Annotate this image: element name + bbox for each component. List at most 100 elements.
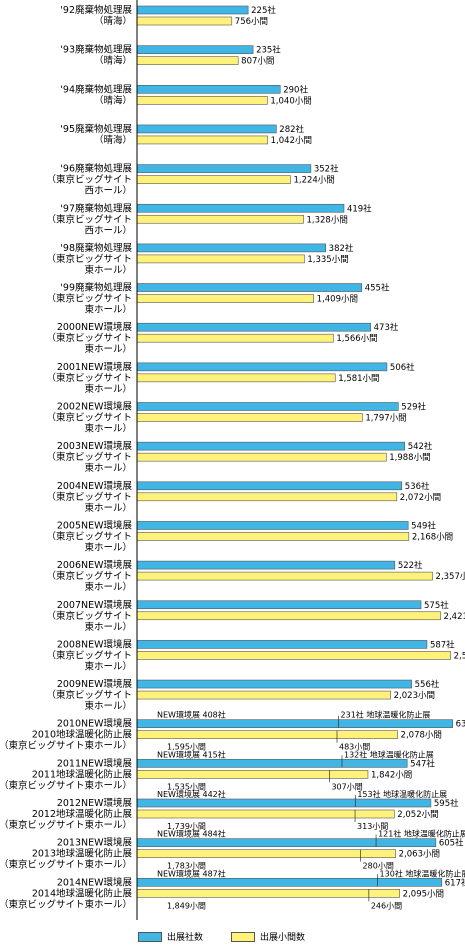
booths-value-label: 2,023小間 — [394, 690, 435, 701]
category-label: （東京ビッグサイト東ホール） — [0, 740, 132, 752]
booths-bar — [136, 849, 396, 858]
category-label: 2009NEW環境展 — [57, 678, 133, 690]
warming-exhibition-booths-label: 307小間 — [331, 782, 362, 791]
category-label: （東京ビッグサイト — [46, 610, 132, 622]
booths-bar — [136, 770, 369, 779]
booths-value-label: 2,078小間 — [401, 730, 442, 741]
companies-bar — [136, 441, 406, 451]
category-label: 東ホール） — [84, 700, 132, 712]
booths-value-label: 1,335小間 — [307, 254, 348, 265]
category-label: '99廃棄物処理展 — [60, 282, 132, 294]
companies-bar — [136, 164, 312, 173]
booths-value-label: 1,581小間 — [338, 373, 379, 384]
booths-bar — [136, 333, 334, 343]
booths-bar — [136, 888, 400, 898]
legend-swatch-companies — [138, 931, 162, 942]
new-exhibition-companies-label: NEW環境展 484社 — [157, 829, 226, 839]
booths-bar — [136, 135, 268, 145]
booths-value-label: 1,566小間 — [336, 333, 377, 344]
warming-exhibition-booths-label: 280小間 — [363, 862, 394, 871]
category-label: 2010地球温暖化防止展 — [32, 729, 133, 741]
category-label: 2006NEW環境展 — [57, 559, 133, 571]
companies-bar — [136, 402, 399, 411]
category-label: '98廃棄物処理展 — [60, 242, 132, 254]
companies-bar — [136, 283, 363, 292]
companies-value-label: 382社 — [329, 243, 354, 254]
chart-legend: 出展社数 出展小間数 — [138, 930, 305, 943]
companies-bar — [136, 838, 437, 847]
booths-bar — [136, 56, 239, 65]
category-label: 東ホール） — [84, 541, 132, 553]
booths-value-label: 2,052小間 — [397, 809, 438, 820]
companies-value-label: 473社 — [374, 322, 399, 333]
category-label: 東ホール） — [84, 581, 132, 593]
booths-value-label: 2,168小間 — [412, 531, 453, 542]
category-label: （東京ビッグサイト — [46, 451, 132, 463]
warming-exhibition-booths-label: 313小間 — [357, 822, 388, 831]
category-label: 2003NEW環境展 — [57, 440, 133, 452]
warming-exhibition-companies-label: 130社 地球温暖化防止展 — [380, 868, 465, 878]
companies-bar — [136, 481, 403, 491]
companies-bar — [136, 362, 388, 372]
new-exhibition-booths-label: 1,849小間 — [167, 901, 206, 910]
companies-bar — [136, 600, 422, 610]
new-exhibition-companies-label: NEW環境展 415社 — [157, 749, 226, 759]
booths-value-label: 1,040小間 — [270, 95, 311, 106]
companies-value-label: 506社 — [390, 362, 415, 373]
category-label: （東京ビッグサイト — [46, 570, 132, 582]
category-label: 東ホール） — [84, 660, 132, 672]
booths-bar — [136, 175, 291, 184]
warming-exhibition-booths-label: 246小間 — [371, 901, 402, 910]
category-label: 東ホール） — [84, 462, 132, 474]
category-label: （東京ビッグサイト — [46, 372, 132, 384]
category-label: 東ホール） — [84, 502, 132, 514]
category-label: （晴海） — [94, 15, 132, 27]
category-label: '95廃棄物処理展 — [60, 123, 132, 135]
category-label: 東ホール） — [84, 304, 132, 316]
new-exhibition-booths-label: 1,595小間 — [167, 743, 206, 752]
category-label: 2011地球温暖化防止展 — [32, 768, 133, 780]
booths-bar — [136, 809, 395, 819]
warming-exhibition-companies-label: 153社 地球温暖化防止展 — [357, 789, 447, 799]
companies-value-label: 587社 — [430, 639, 455, 650]
category-label: （東京ビッグサイト東ホール） — [0, 779, 132, 791]
booths-value-label: 2,072小間 — [400, 492, 441, 503]
category-label: 2004NEW環境展 — [57, 480, 133, 492]
category-label: 2011NEW環境展 — [57, 757, 133, 769]
category-label: （東京ビッグサイト東ホール） — [0, 859, 132, 871]
companies-value-label: 282社 — [279, 124, 304, 135]
booths-bar — [136, 16, 233, 26]
warming-exhibition-booths-label: 483小間 — [339, 743, 370, 752]
category-label: 東ホール） — [84, 264, 132, 276]
warming-exhibition-companies-label: 132社 地球温暖化防止展 — [344, 749, 434, 759]
booths-bar — [136, 254, 305, 264]
companies-value-label: 549社 — [411, 520, 436, 531]
companies-value-label: 575社 — [424, 600, 449, 611]
booths-bar — [136, 413, 363, 422]
companies-bar — [136, 798, 432, 808]
companies-value-label: 556社 — [415, 679, 440, 690]
category-label: （東京ビッグサイト — [46, 174, 132, 186]
category-label: （晴海） — [94, 134, 132, 146]
category-label: 2000NEW環境展 — [57, 321, 133, 333]
category-label: 東ホール） — [84, 383, 132, 395]
warming-exhibition-companies-label: 121社 地球温暖化防止展 — [378, 829, 465, 839]
warming-exhibition-companies-label: 231社 地球温暖化防止展 — [341, 710, 431, 720]
category-label: 2007NEW環境展 — [57, 599, 133, 611]
companies-bar — [136, 243, 326, 253]
booths-value-label: 2,501小間 — [454, 650, 465, 661]
category-label: 2012地球温暖化防止展 — [32, 808, 133, 820]
booths-value-label: 2,095小間 — [403, 888, 444, 899]
companies-value-label: 547社 — [410, 758, 435, 769]
companies-bar — [136, 5, 249, 15]
category-label: 2008NEW環境展 — [57, 638, 133, 650]
companies-bar — [136, 719, 453, 729]
new-exhibition-booths-label: 1,783小間 — [167, 862, 206, 871]
companies-bar — [136, 877, 443, 887]
category-label: 西ホール） — [84, 185, 132, 197]
category-label: （東京ビッグサイト — [46, 253, 132, 265]
legend-item-companies: 出展社数 — [138, 930, 203, 943]
new-exhibition-companies-label: NEW環境展 442社 — [157, 789, 226, 799]
new-exhibition-companies-label: NEW環境展 408社 — [157, 710, 226, 720]
category-label: 西ホール） — [84, 224, 132, 236]
